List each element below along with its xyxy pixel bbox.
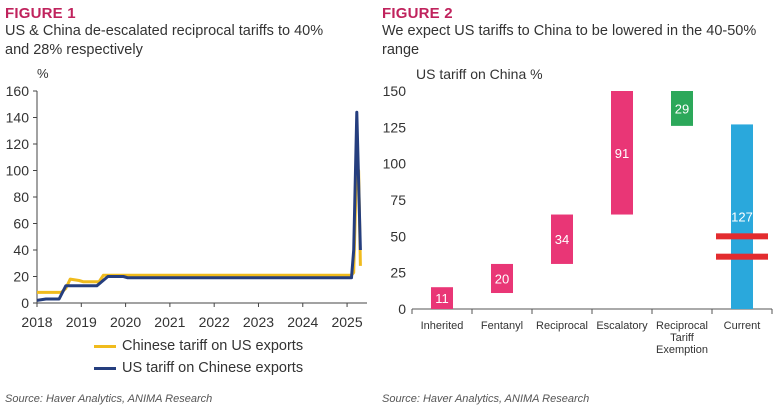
chart-title: US tariff on China % <box>416 66 543 82</box>
bar-value-label: 11 <box>435 291 449 306</box>
legend-label-china: Chinese tariff on US exports <box>122 338 304 354</box>
y-tick-label: 20 <box>13 269 29 285</box>
legend-item-china: Chinese tariff on US exports <box>94 335 303 357</box>
category-label: Exemption <box>656 344 708 356</box>
y-tick-label: 75 <box>390 192 406 208</box>
bar-value-label: 20 <box>495 271 509 286</box>
range-marker <box>716 253 768 260</box>
bar-value-label: 91 <box>615 146 629 161</box>
y-tick-label: 50 <box>390 228 406 244</box>
bar-value-label: 127 <box>731 210 753 225</box>
y-tick-label: 125 <box>383 119 407 135</box>
series-line-us <box>36 110 362 302</box>
x-tick-label: 2018 <box>21 314 52 330</box>
bar-value-label: 34 <box>555 232 569 247</box>
legend-item-us: US tariff on Chinese exports <box>94 357 303 379</box>
x-tick-label: 2019 <box>66 314 97 330</box>
legend-swatch-china <box>94 344 116 348</box>
y-tick-label: 0 <box>21 295 29 311</box>
bar-escalatory <box>611 91 633 215</box>
figure-1-subtitle: US & China de-escalated reciprocal tarif… <box>5 23 324 58</box>
bar-reciprocal <box>551 214 573 264</box>
waterfall-chart: US tariff on China % 0 25 50 75 100 125 150 Inhe… <box>383 66 773 356</box>
figure-2-label: FIGURE 2 <box>382 5 453 22</box>
category-label: Tariff <box>670 332 695 344</box>
x-tick-label: 2025 <box>331 314 362 330</box>
bar-inherited <box>431 287 453 309</box>
range-marker <box>716 233 768 240</box>
y-tick-label: 140 <box>6 110 30 126</box>
x-tick-label: 2021 <box>154 314 185 330</box>
figure-1-source: Source: Haver Analytics, ANIMA Research <box>5 393 213 405</box>
y-tick-label: 40 <box>13 242 29 258</box>
figure-2-source: Source: Haver Analytics, ANIMA Research <box>382 393 590 405</box>
series-line-china <box>37 169 362 294</box>
category-label: Current <box>724 320 761 332</box>
y-axis-unit: % <box>37 66 49 81</box>
figure-2-subtitle: We expect US tariffs to China to be lowe… <box>382 23 757 58</box>
category-label: Reciprocal <box>536 320 588 332</box>
y-tick-label: 60 <box>13 216 29 232</box>
x-tick-label: 2024 <box>287 314 318 330</box>
line-chart: % 0 20 40 60 80 100 120 140 160 2018 2019 2020 2021 20… <box>6 66 367 330</box>
y-tick-label: 80 <box>13 189 29 205</box>
bar-value-label: 29 <box>675 101 689 116</box>
bar-current <box>731 124 753 309</box>
figure-1-panel: FIGURE 1 US & China de-escalated recipro… <box>0 0 380 409</box>
legend-swatch-us <box>94 366 116 370</box>
y-tick-label: 150 <box>383 83 407 99</box>
line-chart-legend: Chinese tariff on US exports US tariff o… <box>94 335 303 379</box>
y-tick-label: 160 <box>6 83 30 99</box>
x-tick-label: 2022 <box>199 314 230 330</box>
y-tick-label: 0 <box>398 301 406 317</box>
y-tick-label: 100 <box>6 163 30 179</box>
y-tick-label: 120 <box>6 136 30 152</box>
y-tick-label: 100 <box>383 156 407 172</box>
bar-fentanyl <box>491 263 513 294</box>
x-tick-label: 2020 <box>110 314 141 330</box>
category-label: Reciprocal <box>656 320 708 332</box>
category-label: Inherited <box>421 320 464 332</box>
category-label: Escalatory <box>596 320 648 332</box>
legend-label-us: US tariff on Chinese exports <box>122 360 304 376</box>
figure-2-panel: FIGURE 2 We expect US tariffs to China t… <box>382 0 777 409</box>
figure-1-label: FIGURE 1 <box>5 5 76 22</box>
y-tick-label: 25 <box>390 265 406 281</box>
x-tick-label: 2023 <box>243 314 274 330</box>
bar-reciprocal-tariff-exemption <box>671 91 693 126</box>
category-label: Fentanyl <box>481 320 523 332</box>
